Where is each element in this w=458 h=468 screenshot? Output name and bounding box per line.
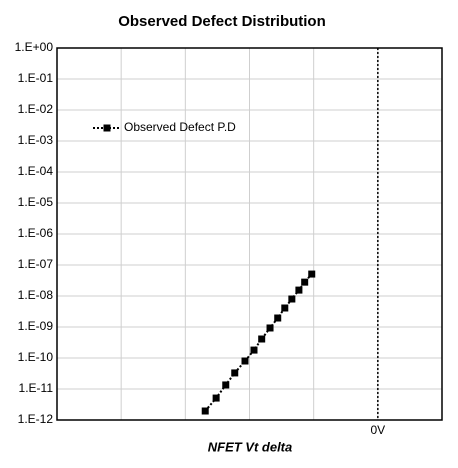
x-tick-label: 0V bbox=[370, 423, 385, 437]
data-point bbox=[201, 407, 209, 415]
data-point bbox=[301, 278, 309, 286]
data-point bbox=[250, 346, 258, 354]
y-tick-label: 1.E-07 bbox=[18, 257, 54, 271]
data-point bbox=[308, 270, 316, 278]
data-point bbox=[281, 304, 289, 312]
data-point bbox=[266, 324, 274, 332]
legend-label: Observed Defect P.D bbox=[124, 120, 236, 134]
y-tick-label: 1.E-05 bbox=[18, 195, 54, 209]
data-point bbox=[274, 314, 282, 322]
y-tick-label: 1.E-03 bbox=[18, 133, 54, 147]
data-point bbox=[212, 394, 220, 402]
y-tick-label: 1.E+00 bbox=[15, 40, 54, 54]
data-point bbox=[258, 335, 266, 343]
y-tick-label: 1.E-08 bbox=[18, 288, 54, 302]
legend-marker bbox=[103, 124, 111, 132]
y-tick-label: 1.E-10 bbox=[18, 350, 54, 364]
y-tick-label: 1.E-12 bbox=[18, 412, 54, 426]
y-tick-label: 1.E-04 bbox=[18, 164, 54, 178]
chart-title: Observed Defect Distribution bbox=[118, 13, 326, 30]
y-tick-label: 1.E-06 bbox=[18, 226, 54, 240]
data-point bbox=[241, 357, 249, 365]
y-tick-label: 1.E-09 bbox=[18, 319, 54, 333]
y-tick-label: 1.E-02 bbox=[18, 102, 54, 116]
plot-frame bbox=[56, 47, 443, 421]
data-point bbox=[222, 381, 230, 389]
data-point bbox=[231, 369, 239, 377]
data-point bbox=[288, 295, 296, 303]
y-tick-label: 1.E-01 bbox=[18, 71, 54, 85]
y-tick-label: 1.E-11 bbox=[19, 381, 54, 395]
x-axis-label: NFET Vt delta bbox=[208, 439, 293, 454]
series-line bbox=[204, 273, 313, 412]
data-point bbox=[295, 286, 303, 294]
